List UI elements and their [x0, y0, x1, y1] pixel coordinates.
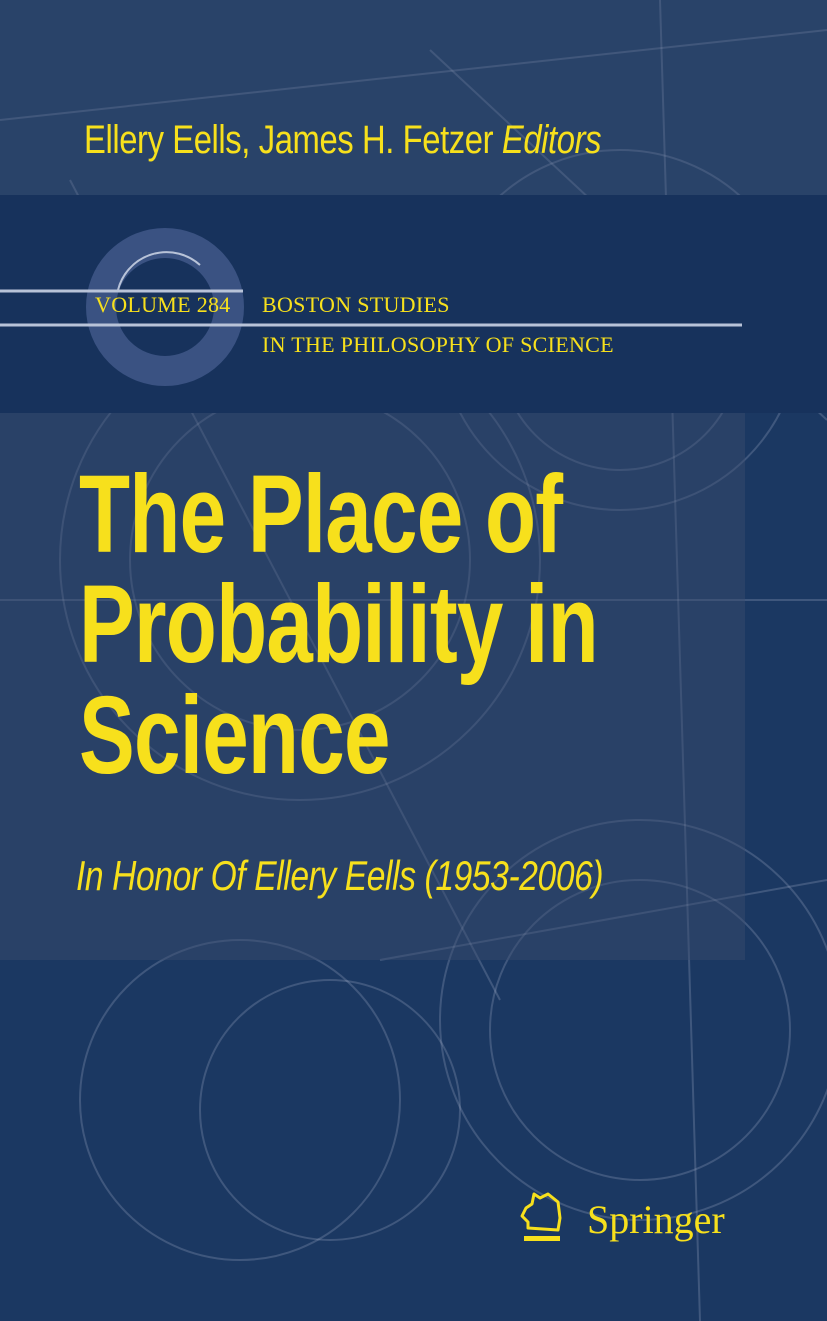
series-name-line2: IN THE PHILOSOPHY OF SCIENCE: [262, 332, 614, 357]
series-name-line1: BOSTON STUDIES: [262, 292, 450, 317]
title-line-2: Probability in: [79, 563, 599, 686]
title-panel: [0, 413, 745, 960]
title-line-1: The Place of: [79, 453, 563, 576]
authors: Ellery Eells, James H. Fetzer Editors: [84, 118, 601, 163]
knight-chess-horse-icon: [520, 1192, 562, 1241]
top-band: [0, 0, 827, 195]
series-ring-logo: [0, 228, 742, 386]
publisher-name: Springer: [587, 1197, 725, 1242]
series-volume: VOLUME 284: [95, 292, 231, 317]
editors-label: Editors: [501, 118, 602, 162]
title-line-3: Science: [79, 674, 390, 797]
subtitle: In Honor Of Ellery Eells (1953-2006): [76, 852, 604, 899]
author-names: Ellery Eells, James H. Fetzer: [84, 118, 494, 162]
